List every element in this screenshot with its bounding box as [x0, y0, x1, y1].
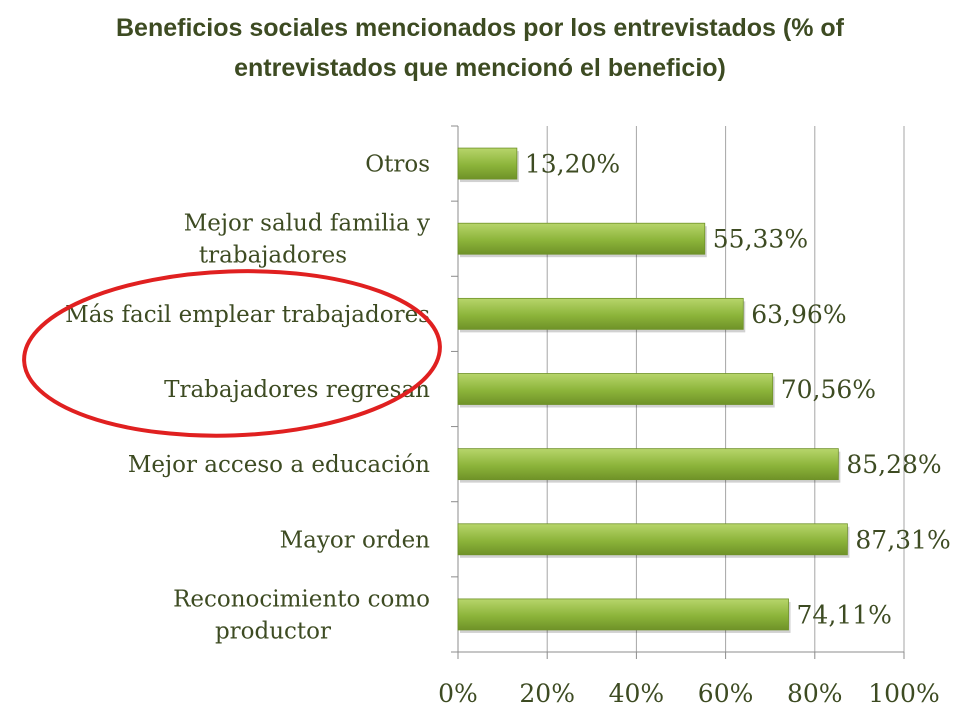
annotations	[22, 269, 442, 438]
x-tick-label: 60%	[698, 679, 754, 708]
category-label-line: Mejor acceso a educación	[128, 452, 430, 478]
category-label: Mayor orden	[280, 527, 431, 553]
value-label: 87,31%	[855, 525, 950, 554]
value-labels: 13,20% 55,33% 63,96% 70,56% 85,28% 87,31% 74,1…	[525, 150, 951, 630]
bar-series	[457, 147, 850, 633]
category-label-line: Mayor orden	[280, 527, 431, 553]
category-label: Otros	[365, 152, 430, 178]
value-label: 74,11%	[797, 600, 892, 629]
bar	[457, 147, 518, 180]
value-label: 13,20%	[525, 150, 620, 179]
bar	[457, 222, 706, 255]
chart-title-line1: Beneficios sociales mencionados por los …	[116, 14, 844, 42]
category-label-line: Reconocimiento como	[173, 586, 430, 612]
category-label-line: productor	[215, 618, 331, 644]
x-tick-label: 40%	[609, 679, 665, 708]
category-label-line: Trabajadores regresan	[164, 377, 430, 403]
value-label: 70,56%	[781, 375, 876, 404]
x-tick-labels: 0% 20% 40% 60% 80% 100%	[438, 679, 940, 708]
bar	[457, 598, 789, 631]
category-label: Reconocimiento como productor	[173, 586, 430, 644]
chart-title: Beneficios sociales mencionados por los …	[0, 8, 960, 88]
value-label: 55,33%	[713, 225, 808, 254]
value-label: 85,28%	[846, 450, 941, 479]
category-label: Más facil emplear trabajadores	[65, 302, 430, 328]
category-label: Mejor salud familia y trabajadores	[184, 211, 430, 269]
category-label-line: Otros	[365, 152, 430, 178]
x-tick-label: 100%	[868, 679, 939, 708]
category-label-line: Más facil emplear trabajadores	[65, 302, 430, 328]
bar	[457, 523, 848, 556]
x-tick-label: 0%	[438, 679, 478, 708]
bar	[457, 373, 774, 405]
value-label: 63,96%	[751, 300, 846, 329]
category-label: Mejor acceso a educación	[128, 452, 430, 478]
x-tick-label: 20%	[519, 679, 575, 708]
chart-title-line2: entrevistados que mencionó el beneficio)	[234, 54, 726, 82]
category-label-line: trabajadores	[199, 243, 347, 269]
category-label: Trabajadores regresan	[164, 377, 430, 403]
category-label-line: Mejor salud familia y	[184, 211, 430, 237]
bar	[457, 448, 839, 481]
x-tick-label: 80%	[787, 679, 843, 708]
category-labels: Otros Mejor salud familia y trabajadores Má…	[65, 152, 430, 645]
highlight-ellipse	[22, 269, 442, 438]
bar	[457, 297, 744, 330]
